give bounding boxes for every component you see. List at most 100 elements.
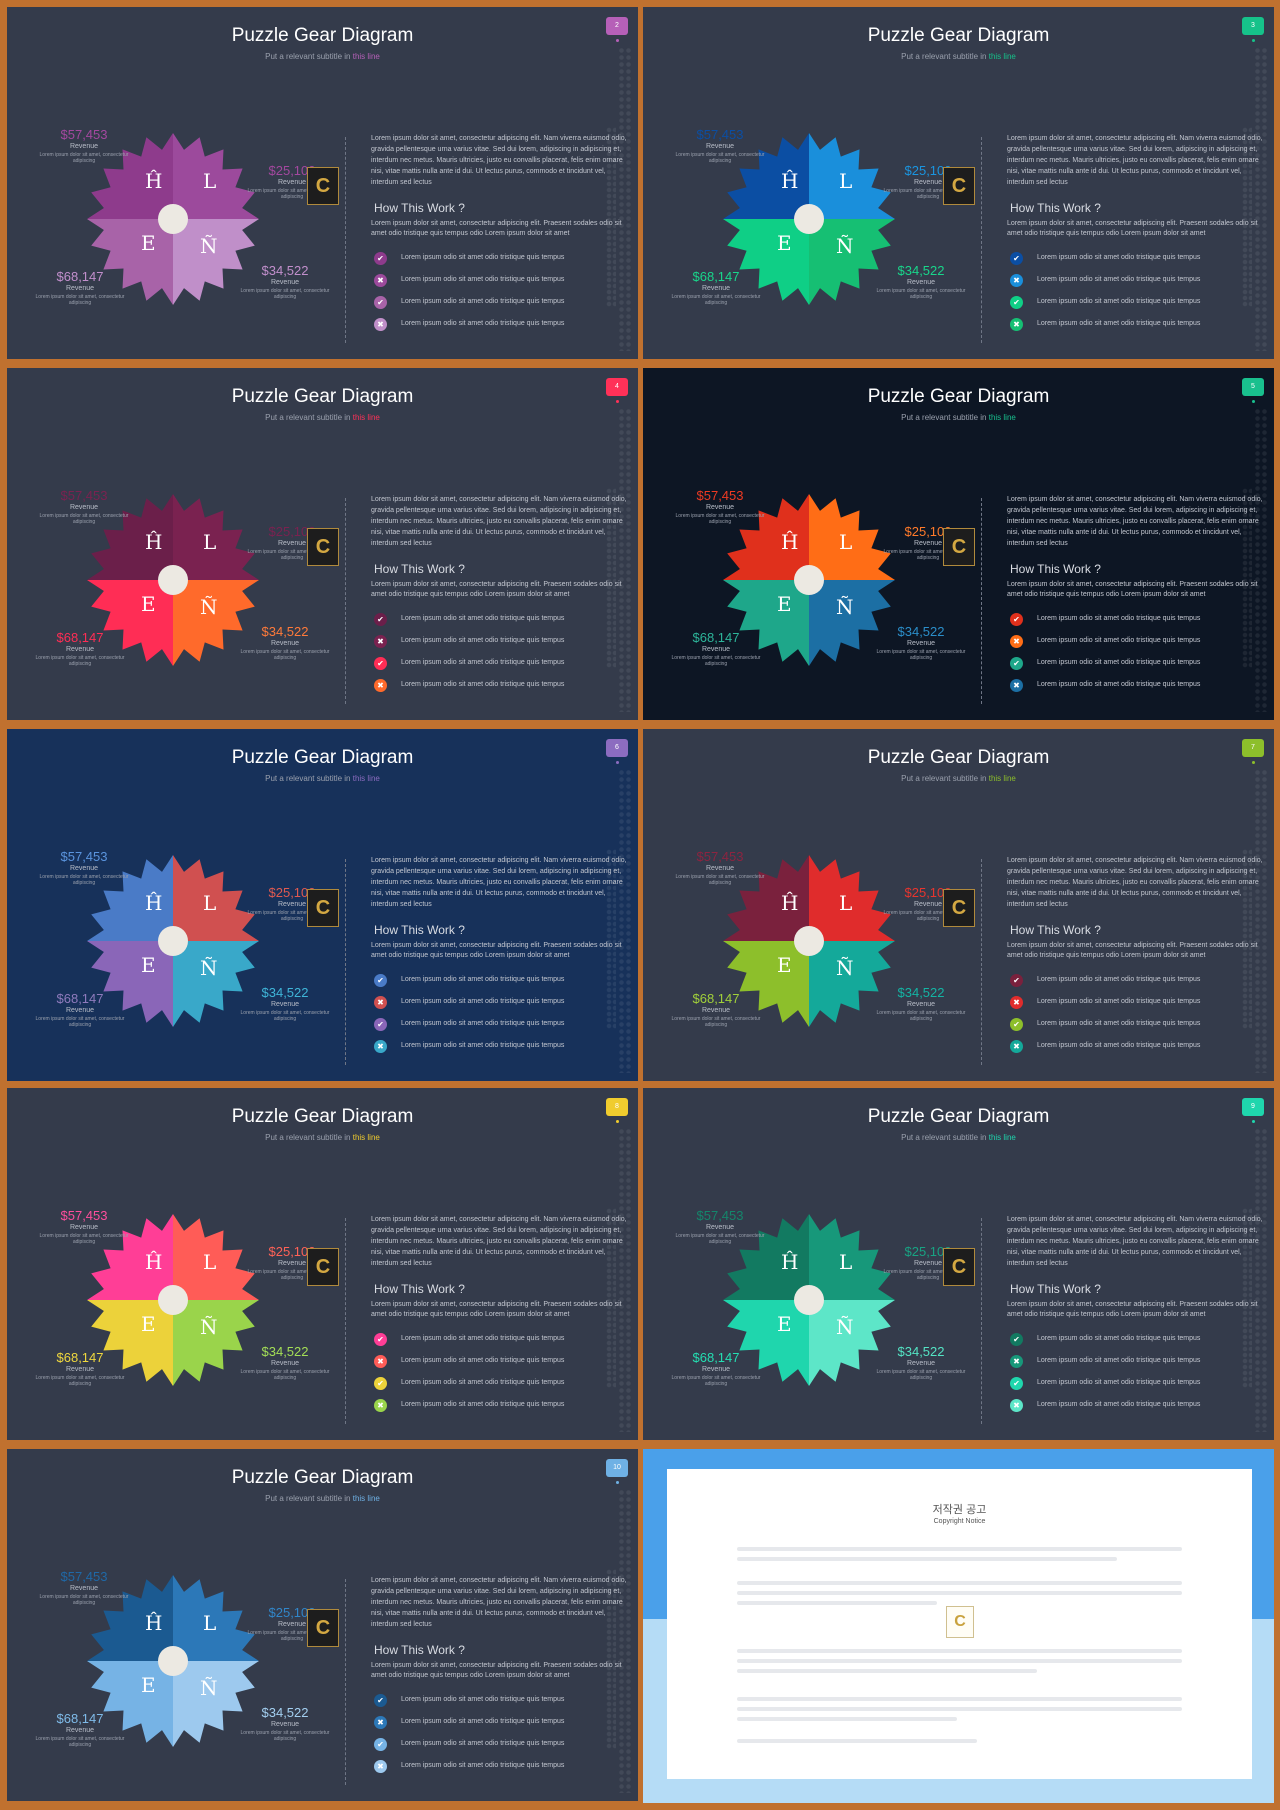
checklist-text: Lorem ipsum odio sit amet odio tristique… (1037, 1020, 1201, 1027)
how-paragraph: Lorem ipsum dolor sit amet, consectetur … (1007, 581, 1258, 598)
gear-letter: L (203, 169, 217, 193)
subtitle-highlight: this line (352, 774, 380, 783)
revenue-stat: $34,522 Revenue Lorem ipsum dolor sit am… (230, 1705, 340, 1742)
revenue-value: $68,147 (56, 630, 104, 645)
revenue-desc: Lorem ipsum dolor sit amet, consectetur … (247, 910, 337, 922)
page-number-badge: 10 (606, 1459, 628, 1484)
checklist-item: ✔ Lorem ipsum odio sit amet odio tristiq… (374, 1377, 638, 1391)
slide-title: Puzzle Gear Diagram (231, 25, 414, 46)
revenue-stat: $57,453 Revenue Lorem ipsum dolor sit am… (665, 1208, 775, 1245)
gear-letter: Ĥ (781, 891, 799, 915)
revenue-stat: $25,100 Revenue Lorem ipsum dolor sit am… (237, 885, 347, 922)
revenue-value: $68,147 (692, 630, 740, 645)
slide-8: Puzzle Gear Diagram Put a relevant subti… (7, 1088, 638, 1440)
revenue-value: $34,522 (897, 624, 945, 639)
revenue-value: $25,100 (904, 1244, 952, 1259)
page-number-badge: 5 (1242, 378, 1264, 403)
revenue-label: Revenue (277, 540, 307, 547)
logo-letter: C (951, 897, 967, 919)
checklist-item: ✖ Lorem ipsum odio sit amet odio tristiq… (1010, 318, 1274, 332)
revenue-label: Revenue (65, 646, 95, 653)
dot-pattern (1254, 408, 1268, 712)
revenue-value: $57,453 (696, 849, 744, 864)
revenue-value: $57,453 (60, 849, 108, 864)
slide-subtitle: Put a relevant subtitle in this line (7, 774, 638, 783)
gear-letter: Ñ (200, 1315, 218, 1339)
revenue-desc: Lorem ipsum dolor sit amet, consectetur … (883, 910, 973, 922)
revenue-desc: Lorem ipsum dolor sit amet, consectetur … (35, 1736, 125, 1748)
revenue-value: $34,522 (261, 624, 309, 639)
checklist-item: ✔ Lorem ipsum odio sit amet odio tristiq… (1010, 296, 1274, 310)
logo-letter: C (951, 175, 967, 197)
checklist-item: ✖ Lorem ipsum odio sit amet odio tristiq… (1010, 635, 1274, 649)
logo-letter: C (951, 1256, 967, 1278)
how-paragraph: Lorem ipsum dolor sit amet, consectetur … (371, 220, 622, 237)
copyright-title: 저작권 공고 (932, 1504, 987, 1516)
checklist-text: Lorem ipsum odio sit amet odio tristique… (1037, 659, 1201, 666)
revenue-desc: Lorem ipsum dolor sit amet, consectetur … (675, 1233, 765, 1245)
text-line (737, 1707, 1182, 1711)
body-paragraph: Lorem ipsum dolor sit amet, consectetur … (1007, 1216, 1263, 1267)
revenue-value: $25,100 (904, 163, 952, 178)
check-icon: ✔ (374, 1333, 387, 1346)
revenue-label: Revenue (277, 1621, 307, 1628)
checklist-text: Lorem ipsum odio sit amet odio tristique… (401, 1335, 565, 1342)
revenue-value: $34,522 (261, 263, 309, 278)
dot-pattern (618, 408, 632, 712)
check-icon: ✔ (374, 1738, 387, 1751)
dot-pattern (606, 849, 616, 1029)
gear-hub (794, 926, 824, 956)
how-heading: How This Work ? (374, 1643, 465, 1657)
revenue-label: Revenue (705, 1224, 735, 1231)
checklist-item: ✖ Lorem ipsum odio sit amet odio tristiq… (374, 274, 638, 288)
checklist-text: Lorem ipsum odio sit amet odio tristique… (1037, 976, 1201, 983)
gear-letter: L (839, 530, 853, 554)
gear-letter: E (141, 592, 156, 616)
revenue-desc: Lorem ipsum dolor sit amet, consectetur … (883, 188, 973, 200)
gear-hub (158, 565, 188, 595)
cross-icon: ✖ (1010, 635, 1023, 648)
revenue-value: $57,453 (60, 488, 108, 503)
slide-7: Puzzle Gear Diagram Put a relevant subti… (643, 729, 1274, 1081)
slide-title: Puzzle Gear Diagram (867, 1106, 1050, 1127)
revenue-stat: $25,100 Revenue Lorem ipsum dolor sit am… (873, 1244, 983, 1281)
revenue-stat: $34,522 Revenue Lorem ipsum dolor sit am… (866, 263, 976, 300)
slide-3: Puzzle Gear Diagram Put a relevant subti… (643, 7, 1274, 359)
checklist-text: Lorem ipsum odio sit amet odio tristique… (1037, 276, 1201, 283)
gear-hub (794, 565, 824, 595)
slide-subtitle: Put a relevant subtitle in this line (7, 1494, 638, 1503)
check-icon: ✔ (374, 252, 387, 265)
revenue-stat: $57,453 Revenue Lorem ipsum dolor sit am… (29, 1208, 139, 1245)
slide-5: Puzzle Gear Diagram Put a relevant subti… (643, 368, 1274, 720)
subtitle-highlight: this line (988, 1133, 1016, 1142)
check-icon: ✔ (374, 974, 387, 987)
revenue-stat: $25,100 Revenue Lorem ipsum dolor sit am… (873, 163, 983, 200)
subtitle-text: Put a relevant subtitle in (265, 774, 353, 783)
checklist-item: ✔ Lorem ipsum odio sit amet odio tristiq… (374, 1018, 638, 1032)
checklist-text: Lorem ipsum odio sit amet odio tristique… (401, 681, 565, 688)
how-paragraph: Lorem ipsum dolor sit amet, consectetur … (1007, 1301, 1258, 1318)
checklist-item: ✖ Lorem ipsum odio sit amet odio tristiq… (374, 318, 638, 332)
subtitle-highlight: this line (988, 774, 1016, 783)
gear-letter: Ĥ (145, 891, 163, 915)
logo-letter: C (315, 1256, 331, 1278)
how-paragraph: Lorem ipsum dolor sit amet, consectetur … (371, 581, 622, 598)
cross-icon: ✖ (374, 318, 387, 331)
dot-pattern (606, 488, 616, 668)
slide-title: Puzzle Gear Diagram (867, 25, 1050, 46)
revenue-label: Revenue (277, 1260, 307, 1267)
page-number-badge: 6 (606, 739, 628, 764)
revenue-label: Revenue (69, 143, 99, 150)
puzzle-gear (85, 1573, 261, 1749)
checklist-item: ✖ Lorem ipsum odio sit amet odio tristiq… (374, 635, 638, 649)
checklist-text: Lorem ipsum odio sit amet odio tristique… (1037, 320, 1201, 327)
revenue-stat: $68,147 Revenue Lorem ipsum dolor sit am… (661, 269, 771, 306)
checklist-item: ✖ Lorem ipsum odio sit amet odio tristiq… (374, 1399, 638, 1413)
checklist-text: Lorem ipsum odio sit amet odio tristique… (401, 1042, 565, 1049)
revenue-stat: $68,147 Revenue Lorem ipsum dolor sit am… (661, 1350, 771, 1387)
slide-subtitle: Put a relevant subtitle in this line (643, 774, 1274, 783)
how-paragraph: Lorem ipsum dolor sit amet, consectetur … (1007, 220, 1258, 237)
revenue-desc: Lorem ipsum dolor sit amet, consectetur … (876, 288, 966, 300)
revenue-value: $34,522 (261, 985, 309, 1000)
gear-letter: Ñ (836, 956, 854, 980)
